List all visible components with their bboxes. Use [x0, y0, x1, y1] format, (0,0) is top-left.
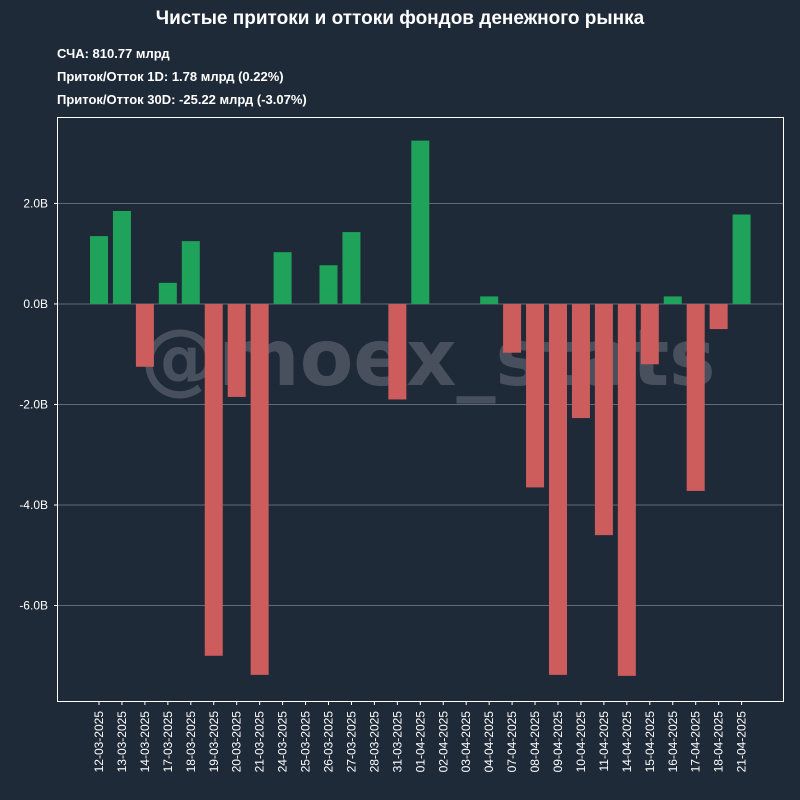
stat-aum: СЧА: 810.77 млрд	[57, 46, 170, 61]
grid-lines	[58, 202, 783, 607]
bar	[273, 252, 292, 304]
x-tick-label: 16-04-2025	[666, 711, 680, 773]
chart-title: Чистые притоки и оттоки фондов денежного…	[155, 8, 645, 29]
stat-flow-1d: Приток/Отток 1D: 1.78 млрд (0.22%)	[57, 69, 284, 84]
x-tick-label: 24-03-2025	[276, 711, 290, 773]
x-tick-label: 12-03-2025	[92, 711, 106, 773]
y-tick-label: 2.0B	[23, 196, 48, 210]
y-tick-label: -2.0B	[19, 397, 48, 411]
bar	[571, 303, 590, 419]
x-tick-label: 21-03-2025	[253, 711, 267, 773]
bar	[526, 303, 545, 488]
x-tick-label: 10-04-2025	[574, 711, 588, 773]
y-tick-label: 0.0B	[23, 297, 48, 311]
x-tick-label: 14-04-2025	[620, 711, 634, 773]
x-tick-label: 26-03-2025	[322, 711, 336, 773]
x-tick-label: 19-03-2025	[207, 711, 221, 773]
bar	[640, 303, 659, 365]
bar	[227, 303, 246, 397]
x-tick-label: 27-03-2025	[344, 711, 358, 773]
x-tick-label: 20-03-2025	[230, 711, 244, 773]
bar	[158, 282, 177, 304]
stat-flow-30d: Приток/Отток 30D: -25.22 млрд (-3.07%)	[57, 92, 307, 107]
bars	[90, 140, 751, 676]
x-tick-label: 08-04-2025	[528, 711, 542, 773]
x-axis-ticks: 12-03-2025 13-03-2025 14-03-2025 17-03-2025…	[92, 701, 749, 772]
bar	[411, 140, 430, 304]
bar	[503, 303, 522, 353]
y-axis-ticks: 2.0B 0.0B -2.0B -4.0B -6.0B	[19, 196, 58, 613]
bar	[686, 303, 705, 491]
bar	[663, 296, 682, 304]
bar	[549, 303, 567, 675]
bar	[594, 303, 613, 536]
x-tick-label: 25-03-2025	[299, 711, 313, 773]
bar	[480, 296, 499, 304]
x-tick-label: 01-04-2025	[413, 711, 427, 773]
x-tick-label: 07-04-2025	[505, 711, 519, 773]
bar	[388, 303, 407, 400]
bar	[342, 232, 361, 304]
x-tick-label: 15-04-2025	[643, 711, 657, 773]
x-tick-label: 11-04-2025	[597, 711, 611, 772]
bar	[112, 210, 131, 304]
bar	[250, 303, 269, 675]
x-tick-label: 17-03-2025	[161, 711, 175, 773]
x-tick-label: 18-04-2025	[712, 711, 726, 773]
plot-frame	[57, 117, 784, 702]
x-tick-label: 18-03-2025	[184, 711, 198, 773]
stats-block: СЧА: 810.77 млрд Приток/Отток 1D: 1.78 м…	[57, 42, 307, 111]
x-tick-label: 04-04-2025	[482, 711, 496, 773]
bar	[709, 303, 728, 330]
x-tick-label: 14-03-2025	[138, 711, 152, 773]
y-tick-label: -4.0B	[19, 498, 48, 512]
y-tick-label: -6.0B	[19, 599, 48, 613]
x-tick-label: 13-03-2025	[115, 711, 129, 773]
bar	[135, 303, 154, 367]
x-tick-label: 02-04-2025	[436, 711, 450, 773]
x-tick-label: 17-04-2025	[689, 711, 703, 773]
bar	[90, 236, 108, 304]
bar	[181, 241, 200, 304]
bar	[617, 303, 636, 676]
bar	[204, 303, 223, 656]
x-tick-label: 09-04-2025	[551, 711, 565, 773]
bar	[319, 265, 338, 304]
bar	[732, 214, 751, 304]
x-tick-label: 21-04-2025	[735, 711, 749, 773]
x-tick-label: 31-03-2025	[390, 711, 404, 773]
x-tick-label: 28-03-2025	[367, 711, 381, 773]
x-tick-label: 03-04-2025	[459, 711, 473, 773]
